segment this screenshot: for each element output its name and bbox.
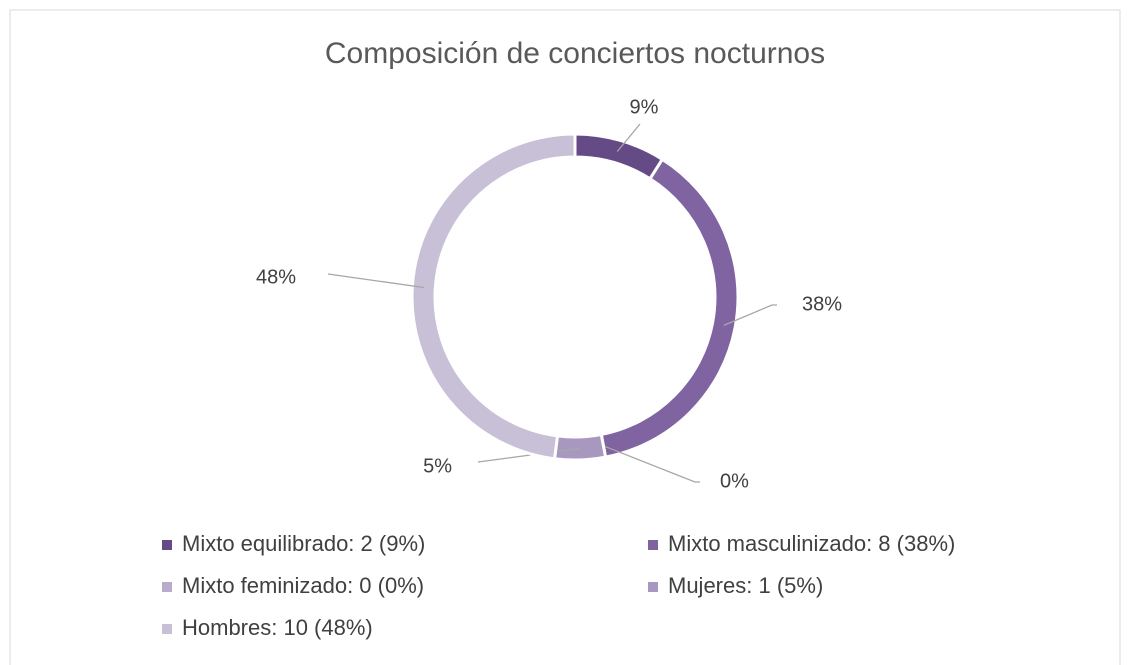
data-label: 9% [630,96,659,118]
data-label: 5% [423,455,452,477]
chart-frame [9,9,1121,665]
leader-line [723,304,777,326]
legend-label: Mujeres: 1 (5%) [668,573,823,598]
chart-title: Composición de conciertos nocturnos [325,37,825,70]
leader-line [603,445,700,483]
donut-slice [410,132,577,461]
legend-label: Mixto masculinizado: 8 (38%) [668,531,955,556]
legend-swatch [162,540,172,550]
leader-line [616,123,641,152]
legend-label: Hombres: 10 (48%) [182,615,373,640]
legend-swatch [162,582,172,592]
legend-swatch [648,540,658,550]
legend-label: Mixto equilibrado: 2 (9%) [182,531,425,556]
leader-line [327,273,424,289]
legend-swatch [648,582,658,592]
legend-label: Mixto feminizado: 0 (0%) [182,573,424,598]
donut-slice [552,432,608,462]
data-label: 38% [802,293,842,315]
legend-swatch [162,624,172,634]
data-label: 0% [720,470,749,492]
data-label: 48% [256,266,296,288]
leader-line [477,447,580,463]
